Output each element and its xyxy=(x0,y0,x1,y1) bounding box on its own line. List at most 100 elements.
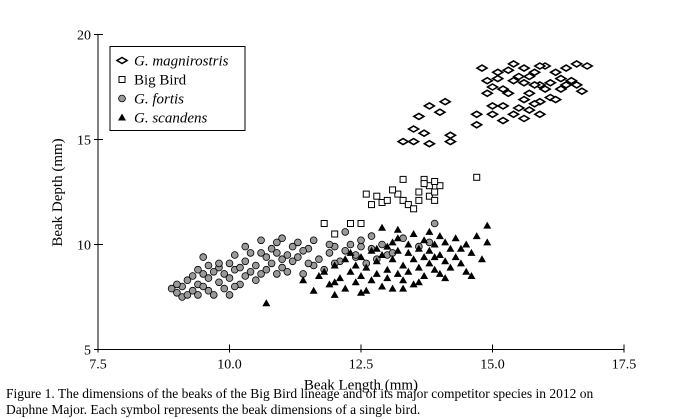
point-g-fortis xyxy=(220,270,229,278)
point-g-scandens xyxy=(430,253,439,261)
point-g-fortis xyxy=(273,270,281,278)
point-g-magnirostris xyxy=(506,76,521,85)
point-g-magnirostris xyxy=(549,68,563,77)
data-points xyxy=(167,59,594,307)
y-tick-label: 5 xyxy=(84,344,91,359)
x-tick-label: 17.5 xyxy=(612,358,637,373)
point-g-magnirostris xyxy=(517,95,531,104)
point-g-scandens xyxy=(399,261,408,269)
point-g-scandens xyxy=(420,272,429,279)
point-g-fortis xyxy=(241,257,250,266)
point-g-scandens xyxy=(430,240,439,248)
point-g-scandens xyxy=(435,269,444,277)
point-g-magnirostris xyxy=(533,62,547,70)
point-g-magnirostris xyxy=(417,129,431,138)
point-g-fortis xyxy=(252,276,260,285)
point-big-bird xyxy=(368,201,376,209)
y-axis-title: Beak Depth (mm) xyxy=(50,138,66,246)
y-tick-label: 20 xyxy=(77,29,91,44)
point-g-magnirostris xyxy=(485,83,500,91)
point-g-fortis xyxy=(199,270,208,278)
point-g-scandens xyxy=(346,248,355,256)
point-big-bird xyxy=(346,220,354,227)
point-g-fortis xyxy=(230,251,239,259)
point-g-fortis xyxy=(183,276,192,285)
point-g-magnirostris xyxy=(480,76,494,85)
point-g-magnirostris xyxy=(554,85,568,94)
point-g-fortis xyxy=(357,236,365,245)
caption-line-1: Figure 1. The dimensions of the beaks of… xyxy=(6,386,594,401)
point-g-fortis xyxy=(309,236,318,245)
x-axis-title: Beak Length (mm) xyxy=(304,378,418,394)
point-g-fortis xyxy=(315,255,323,264)
point-g-scandens xyxy=(362,263,371,271)
point-big-bird xyxy=(420,180,428,188)
point-g-scandens xyxy=(378,223,387,231)
point-g-magnirostris xyxy=(543,78,557,87)
point-g-magnirostris xyxy=(528,99,542,108)
legend: G. magnirostris Big Bird G. fortis G. scand… xyxy=(109,46,246,131)
point-big-bird xyxy=(425,192,433,200)
point-g-fortis xyxy=(257,236,265,245)
y-ticks: 5 10 15 20 xyxy=(77,29,103,359)
point-g-magnirostris xyxy=(522,106,536,115)
legend-label-big-bird: Big Bird xyxy=(134,73,187,89)
point-g-scandens xyxy=(372,269,381,277)
legend-label-g-scandens: G. scandens xyxy=(134,111,207,127)
point-g-scandens xyxy=(383,274,392,282)
point-g-magnirostris xyxy=(528,80,542,89)
figure-caption: Figure 1. The dimensions of the beaks of… xyxy=(6,386,666,418)
point-g-magnirostris xyxy=(485,101,500,110)
point-g-magnirostris xyxy=(570,80,584,89)
point-g-magnirostris xyxy=(570,59,584,68)
point-g-scandens xyxy=(420,253,429,261)
legend-label-g-magnirostris: G. magnirostris xyxy=(134,54,229,70)
point-g-fortis xyxy=(294,253,302,261)
point-g-fortis xyxy=(236,263,244,272)
point-g-magnirostris xyxy=(480,89,494,98)
point-g-fortis xyxy=(299,247,307,255)
point-g-magnirostris xyxy=(517,114,531,123)
point-g-magnirostris xyxy=(512,72,526,81)
point-g-scandens xyxy=(483,238,492,246)
point-g-scandens xyxy=(341,255,350,263)
point-big-bird xyxy=(383,196,391,204)
point-g-scandens xyxy=(383,242,392,250)
x-tick-label: 12.5 xyxy=(349,358,374,373)
point-g-magnirostris xyxy=(485,110,500,119)
point-g-fortis xyxy=(430,219,439,228)
point-g-scandens xyxy=(314,272,323,279)
point-big-bird xyxy=(373,192,381,200)
point-g-scandens xyxy=(409,255,418,263)
point-g-magnirostris xyxy=(496,85,510,94)
legend-marker-g-scandens xyxy=(118,113,126,121)
point-g-scandens xyxy=(409,280,418,288)
point-g-scandens xyxy=(367,276,376,284)
legend-marker-g-fortis xyxy=(118,94,126,103)
point-g-scandens xyxy=(425,246,434,254)
point-g-fortis xyxy=(194,265,202,274)
point-g-scandens xyxy=(441,274,450,282)
point-g-fortis xyxy=(199,253,208,261)
x-ticks: 7.5 10.0 12.5 15.0 17.5 xyxy=(89,344,637,373)
point-g-scandens xyxy=(393,246,402,254)
point-g-scandens xyxy=(330,261,339,269)
point-g-fortis xyxy=(278,255,286,264)
point-g-fortis xyxy=(199,282,208,291)
point-g-magnirostris xyxy=(517,78,531,87)
point-g-fortis xyxy=(188,272,197,280)
point-g-magnirostris xyxy=(422,101,436,110)
point-g-scandens xyxy=(299,276,308,284)
point-g-scandens xyxy=(351,278,360,286)
point-g-scandens xyxy=(456,244,465,252)
point-g-fortis xyxy=(262,265,271,274)
point-g-scandens xyxy=(372,257,381,265)
point-g-magnirostris xyxy=(412,112,426,121)
point-g-fortis xyxy=(267,259,276,268)
point-g-fortis xyxy=(378,240,386,249)
point-g-scandens xyxy=(393,269,402,277)
point-g-fortis xyxy=(209,268,218,276)
point-g-fortis xyxy=(367,232,376,240)
point-big-bird xyxy=(431,196,439,204)
